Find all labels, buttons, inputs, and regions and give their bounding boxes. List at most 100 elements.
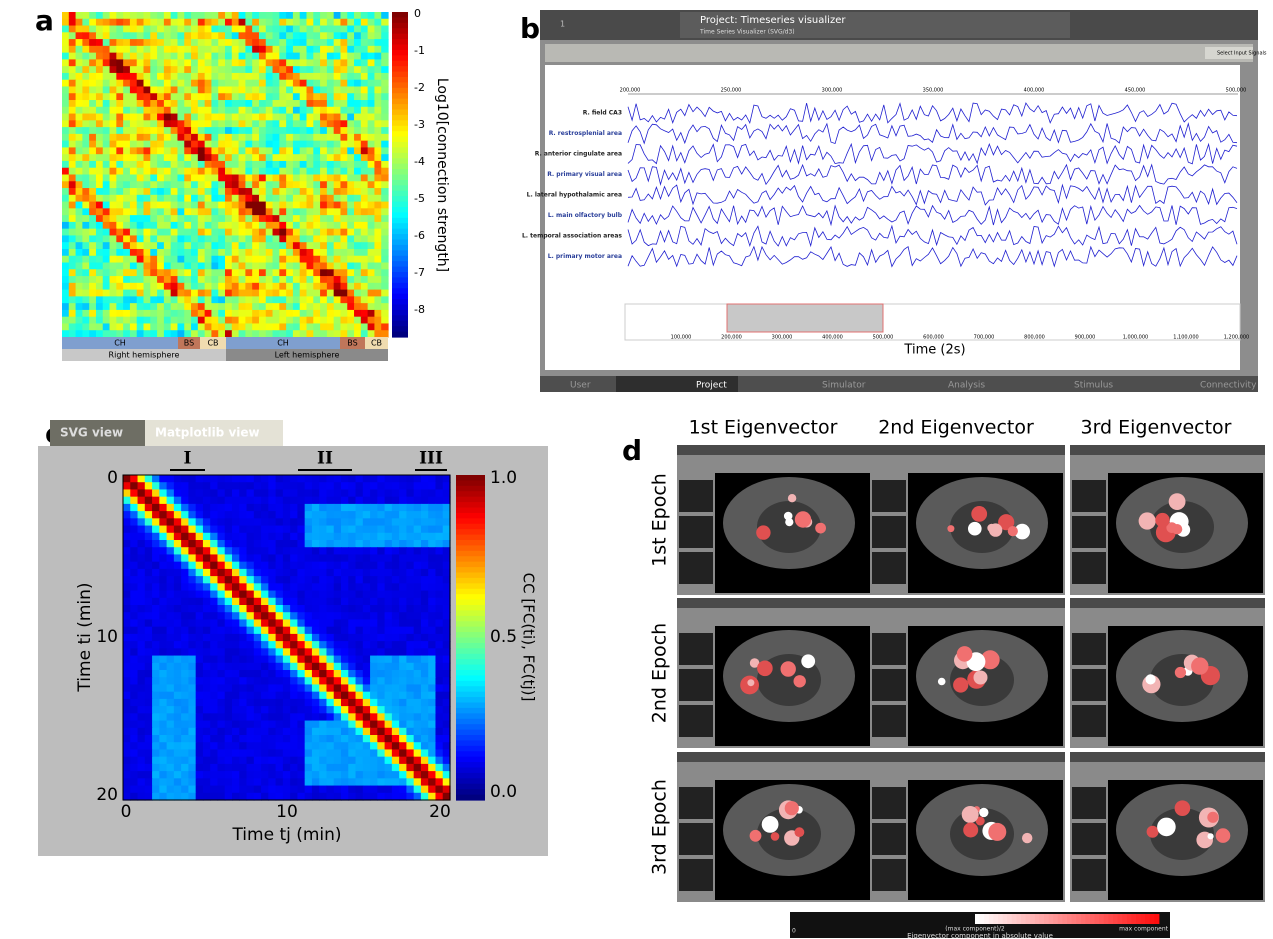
cell	[299, 52, 308, 60]
cell	[272, 188, 280, 196]
cell	[297, 561, 306, 570]
cell	[197, 100, 206, 108]
cell	[319, 511, 328, 519]
cell	[333, 276, 342, 284]
nav-tab[interactable]: Connectivity	[1200, 381, 1257, 391]
cell	[116, 188, 124, 196]
cell	[144, 641, 153, 649]
cell	[163, 282, 172, 291]
cell	[399, 590, 407, 599]
cell	[360, 72, 369, 81]
cell	[374, 32, 382, 40]
cell	[306, 262, 314, 270]
cell	[246, 778, 255, 787]
nav-tab[interactable]: Stimulus	[1074, 381, 1113, 391]
nav-tab[interactable]: Analysis	[948, 381, 985, 391]
cell	[123, 282, 131, 291]
cell	[197, 113, 206, 121]
cell	[299, 140, 308, 149]
nav-tab[interactable]: Simulator	[822, 381, 866, 391]
cell	[170, 113, 179, 121]
cell	[413, 662, 422, 671]
cell	[290, 677, 298, 686]
cell	[286, 45, 294, 54]
cell	[292, 269, 301, 277]
cell	[204, 215, 213, 223]
button[interactable]	[1205, 47, 1253, 59]
cell	[157, 160, 165, 169]
cell	[231, 113, 240, 121]
cell	[313, 154, 321, 162]
colorbar-d	[1154, 914, 1160, 924]
cell	[290, 691, 298, 700]
cell	[292, 215, 301, 223]
cell	[304, 525, 313, 534]
cell	[320, 167, 328, 176]
cell	[275, 691, 284, 700]
cell	[239, 735, 248, 743]
tab[interactable]	[145, 420, 283, 446]
nav-tab[interactable]: User	[570, 381, 591, 391]
cell	[290, 482, 298, 491]
cell	[435, 684, 444, 693]
cell	[150, 79, 158, 88]
cell	[136, 269, 145, 277]
cell	[381, 323, 389, 331]
cell	[290, 684, 298, 693]
colorbar-a	[392, 250, 408, 257]
cell	[279, 282, 287, 291]
cell	[68, 106, 77, 115]
tab[interactable]	[50, 420, 145, 446]
cell	[109, 140, 117, 149]
cell	[442, 648, 451, 657]
cell	[150, 160, 158, 169]
cell	[299, 296, 308, 304]
cell	[75, 208, 83, 216]
cell	[202, 532, 211, 541]
cell	[191, 282, 199, 291]
cell	[252, 39, 260, 47]
cell	[275, 496, 284, 505]
cell	[195, 742, 204, 751]
cell	[258, 45, 267, 54]
cell	[177, 303, 185, 311]
cell	[355, 554, 364, 563]
cell	[290, 735, 298, 743]
cell	[181, 590, 189, 599]
cell	[320, 12, 328, 20]
signal-trace	[627, 122, 1238, 145]
cell	[202, 713, 211, 722]
cell	[150, 120, 158, 128]
cell	[181, 482, 189, 491]
cell	[320, 59, 328, 67]
cell	[326, 720, 335, 729]
cell	[333, 626, 342, 635]
cell	[231, 228, 240, 237]
cell	[326, 160, 335, 169]
cell	[304, 482, 313, 491]
cell	[340, 181, 348, 189]
cell	[261, 576, 269, 584]
cell	[399, 489, 407, 498]
cell	[442, 641, 451, 649]
cell	[75, 194, 83, 203]
colorbar-tick: 0	[414, 7, 421, 20]
cell	[143, 235, 151, 243]
cell	[384, 496, 393, 505]
cell	[144, 518, 153, 527]
cell	[82, 255, 90, 264]
cell	[362, 670, 371, 678]
cell	[370, 503, 378, 512]
nav-tab[interactable]: Project	[696, 381, 727, 391]
cell	[224, 648, 233, 657]
cell	[211, 86, 219, 94]
cell	[197, 309, 206, 318]
cell	[188, 605, 197, 613]
cell	[341, 662, 349, 671]
cell	[413, 475, 422, 483]
cell	[95, 25, 104, 33]
cell	[102, 140, 111, 149]
cell	[191, 25, 199, 33]
cell	[399, 655, 407, 664]
cell	[159, 475, 168, 483]
